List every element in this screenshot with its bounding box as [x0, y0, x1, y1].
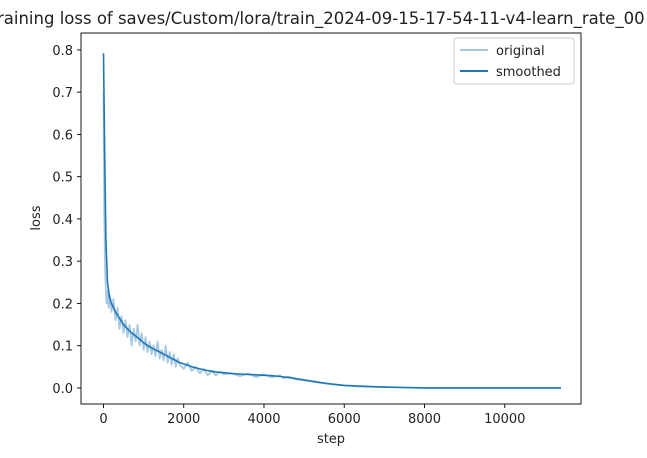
y-tick-label: 0.4 — [52, 213, 73, 228]
chart-title: raining loss of saves/Custom/lora/train_… — [0, 9, 645, 29]
y-tick-label: 0.6 — [52, 128, 73, 143]
legend-label-smoothed: smoothed — [496, 65, 561, 80]
y-tick-label: 0.1 — [52, 340, 73, 355]
y-tick-label: 0.5 — [52, 171, 73, 186]
x-tick-label: 2000 — [167, 412, 200, 427]
y-tick-label: 0.8 — [52, 44, 73, 59]
series-line-smoothed — [102, 53, 561, 389]
y-axis-label: loss — [29, 205, 44, 230]
y-tick-label: 0.0 — [52, 382, 73, 397]
x-tick-label: 8000 — [408, 412, 441, 427]
x-tick-label: 0 — [99, 412, 107, 427]
y-tick-label: 0.3 — [52, 255, 73, 270]
y-tick-label: 0.7 — [52, 86, 73, 101]
x-axis-label: step — [317, 432, 345, 447]
x-tick-label: 6000 — [328, 412, 361, 427]
legend-label-original: original — [496, 44, 545, 59]
y-tick-label: 0.2 — [52, 297, 73, 312]
plot-area — [102, 53, 561, 389]
legend: original smoothed — [453, 37, 575, 85]
x-tick-label: 10000 — [484, 412, 525, 427]
y-axis: 0.0 0.1 0.2 0.3 0.4 0.5 0.6 0.7 0.8 — [52, 44, 81, 397]
x-axis: 0 2000 4000 6000 8000 10000 — [99, 404, 525, 427]
axes-frame — [80, 32, 582, 405]
x-tick-label: 4000 — [247, 412, 280, 427]
